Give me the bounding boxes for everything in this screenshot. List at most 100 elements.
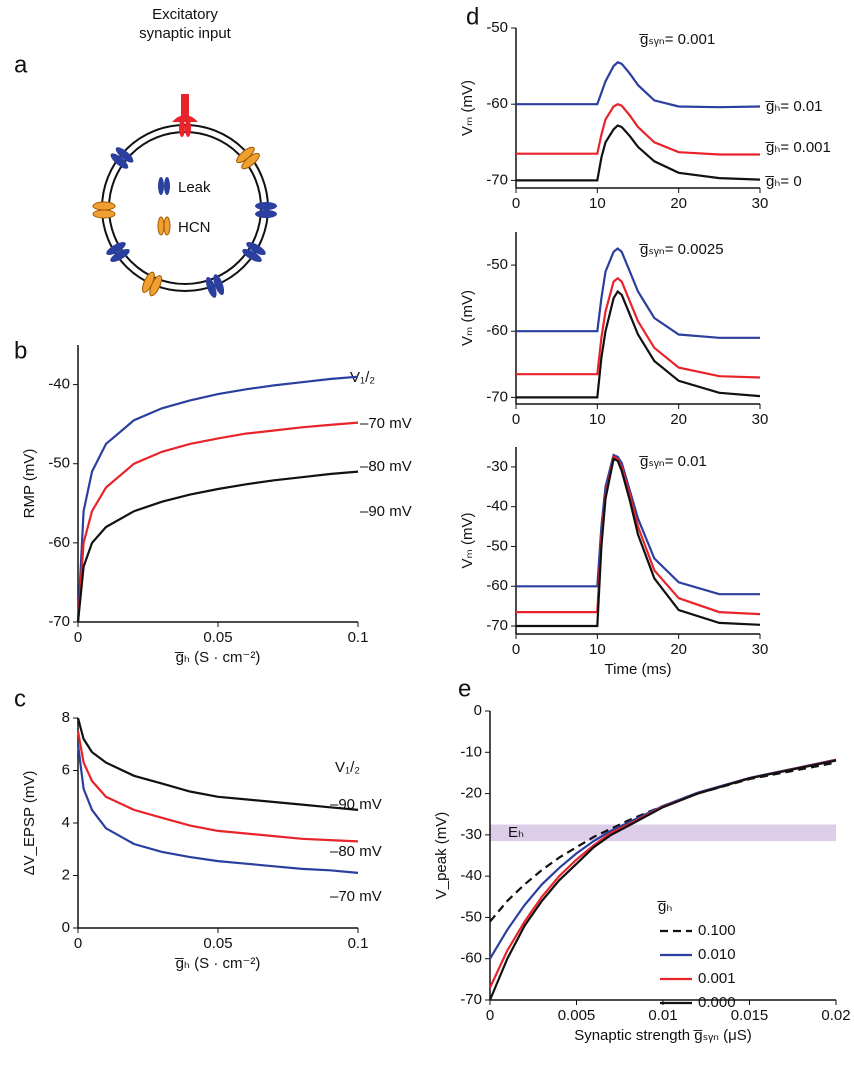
panel-label: b xyxy=(14,337,27,364)
y-tick-label: 0 xyxy=(474,702,482,719)
line-series xyxy=(516,276,761,379)
y-tick-label: 0 xyxy=(62,919,70,936)
y-tick-label: -60 xyxy=(486,577,508,594)
x-tick-label: 20 xyxy=(670,641,687,658)
y-tick-label: 4 xyxy=(62,814,70,831)
series-label: –80 mV xyxy=(330,843,382,860)
series-label: g̅ₕ= 0 xyxy=(765,173,802,190)
line-series xyxy=(516,457,761,628)
y-tick-label: -50 xyxy=(486,19,508,36)
y-axis-label: Vₘ (mV) xyxy=(459,512,476,568)
x-tick-label: 0 xyxy=(74,935,82,952)
x-tick-label: 0.1 xyxy=(348,629,369,646)
x-axis-label: g̅ₕ (S · cm⁻²) xyxy=(174,955,260,972)
input-label: Excitatory xyxy=(152,6,218,23)
legend-entry: 0.010 xyxy=(698,946,736,963)
y-tick-label: -40 xyxy=(486,498,508,515)
y-tick-label: -60 xyxy=(48,534,70,551)
x-tick-label: 0 xyxy=(512,641,520,658)
x-axis-label: g̅ₕ (S · cm⁻²) xyxy=(174,649,260,666)
line-series xyxy=(489,758,837,960)
legend-entry: 0.000 xyxy=(698,994,736,1011)
y-tick-label: -70 xyxy=(486,388,508,405)
line-series xyxy=(488,759,837,1001)
line-series xyxy=(76,470,359,623)
x-tick-label: 30 xyxy=(752,411,769,428)
panel-label: d xyxy=(466,3,479,30)
x-tick-label: 10 xyxy=(589,411,606,428)
x-tick-label: 20 xyxy=(670,411,687,428)
y-tick-label: -10 xyxy=(460,743,482,760)
panel-label: c xyxy=(14,685,26,712)
legend-entry: 0.100 xyxy=(698,922,736,939)
x-tick-label: 0.05 xyxy=(203,935,232,952)
line-series xyxy=(516,289,761,399)
x-tick-label: 0 xyxy=(74,629,82,646)
x-tick-label: 0.015 xyxy=(731,1007,769,1024)
legend-title: V₁/₂ xyxy=(350,369,375,386)
line-series xyxy=(516,102,760,156)
diagram-a: a Excitatory synaptic input Leak HCN xyxy=(14,6,277,298)
series-label: –70 mV xyxy=(360,415,412,432)
y-tick-label: -50 xyxy=(48,455,70,472)
legend-entry: HCN xyxy=(178,219,211,236)
input-label: synaptic input xyxy=(139,25,232,42)
line-series xyxy=(76,730,359,843)
band xyxy=(490,824,836,842)
x-tick-label: 0 xyxy=(512,411,520,428)
line-series xyxy=(76,375,359,623)
line-series xyxy=(516,247,760,339)
y-tick-label: -50 xyxy=(460,908,482,925)
series-label: –90 mV xyxy=(330,796,382,813)
y-tick-label: -50 xyxy=(486,256,508,273)
synapse-terminal xyxy=(172,115,198,122)
membrane-outer xyxy=(101,124,269,292)
line-series xyxy=(516,124,761,182)
line-series xyxy=(76,744,359,874)
y-tick-label: 2 xyxy=(62,866,70,883)
legend-entry: Leak xyxy=(178,179,211,196)
annotation: g̅ₛᵧₙ= 0.01 xyxy=(639,453,707,470)
x-tick-label: 30 xyxy=(752,195,769,212)
y-tick-label: -70 xyxy=(460,991,482,1008)
synapse-stem xyxy=(181,94,189,116)
line-series xyxy=(516,61,761,109)
line-series xyxy=(489,759,837,989)
x-tick-label: 0 xyxy=(486,1007,494,1024)
line-series xyxy=(516,453,760,596)
series-label: –70 mV xyxy=(330,888,382,905)
y-tick-label: -50 xyxy=(486,537,508,554)
legend-entry: 0.001 xyxy=(698,970,736,987)
line-series xyxy=(76,717,359,811)
x-tick-label: 30 xyxy=(752,641,769,658)
annotation: g̅ₛᵧₙ= 0.001 xyxy=(639,31,716,48)
series-label: –90 mV xyxy=(360,503,412,520)
series-label: –80 mV xyxy=(360,458,412,475)
y-tick-label: 8 xyxy=(62,709,70,726)
y-axis-label: V_peak (mV) xyxy=(433,812,450,900)
x-axis-label: Synaptic strength g̅ₛᵧₙ (μS) xyxy=(574,1027,752,1044)
series-label: g̅ₕ= 0.01 xyxy=(765,98,823,115)
x-tick-label: 10 xyxy=(589,195,606,212)
y-axis-label: Vₘ (mV) xyxy=(459,290,476,346)
legend-title: g̅ₕ xyxy=(657,898,673,915)
x-tick-label: 0.005 xyxy=(558,1007,596,1024)
y-tick-label: -70 xyxy=(48,613,70,630)
band-label: Eₕ xyxy=(508,824,524,841)
y-axis-label: ΔV_EPSP (mV) xyxy=(21,771,38,876)
panel-label: a xyxy=(14,51,28,78)
y-tick-label: -70 xyxy=(486,171,508,188)
x-axis-label: Time (ms) xyxy=(605,661,672,678)
y-tick-label: -60 xyxy=(486,95,508,112)
x-tick-label: 0 xyxy=(512,195,520,212)
y-tick-label: 6 xyxy=(62,761,70,778)
line-series xyxy=(76,421,359,623)
x-tick-label: 0.05 xyxy=(203,629,232,646)
x-tick-label: 0.1 xyxy=(348,935,369,952)
legend-title: V₁/₂ xyxy=(335,759,360,776)
y-tick-label: -60 xyxy=(486,322,508,339)
y-tick-label: -60 xyxy=(460,950,482,967)
y-tick-label: -30 xyxy=(486,458,508,475)
x-tick-label: 20 xyxy=(670,195,687,212)
